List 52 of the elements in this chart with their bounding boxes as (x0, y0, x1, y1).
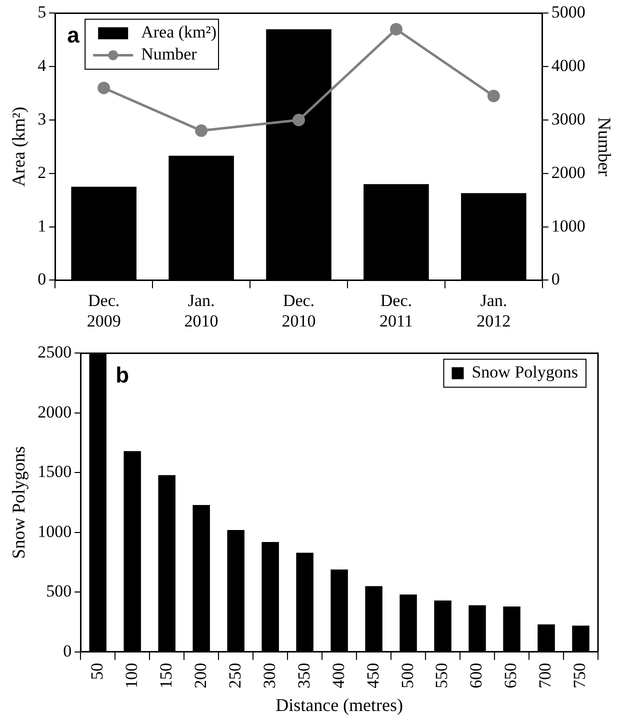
x-tick-label: Dec. 2009 (86, 290, 121, 330)
x-tick-label: 200 (190, 662, 210, 688)
annotation: a (67, 22, 80, 48)
x-tick-label: 250 (225, 662, 244, 688)
point (292, 114, 305, 126)
y-tick-label: 500 (46, 582, 72, 601)
point (195, 124, 208, 137)
x-tick-label: 150 (156, 662, 176, 688)
y2-tick-label: 5000 (551, 2, 586, 22)
y2-tick-label: 2000 (551, 162, 586, 182)
y-axis-title: Snow Polygons (8, 446, 29, 559)
point (98, 82, 110, 94)
y2-tick-label: 4000 (551, 56, 586, 76)
y2-tick-label: 3000 (551, 109, 586, 128)
x-axis-title: Distance (metres) (276, 694, 404, 715)
y2-axis-title: Number (594, 117, 614, 176)
x-tick-label: 750 (570, 662, 590, 688)
x-tick-label: 550 (432, 662, 452, 688)
legend-label: Snow Polygons (472, 362, 578, 382)
x-tick-label: 400 (328, 662, 348, 688)
x-tick-label: Dec. 2010 (282, 290, 316, 330)
x-tick-label: Dec. 2011 (380, 290, 413, 330)
y-tick-label: 1500 (38, 462, 72, 482)
x-tick-label: Jan. 2012 (476, 290, 511, 330)
y2-tick-label: 0 (551, 270, 560, 289)
x-tick-label: 100 (122, 662, 141, 688)
y-axis-title: Area (km²) (8, 106, 29, 187)
x-tick-label: 700 (536, 662, 555, 688)
x-tick-label: 50 (87, 662, 106, 680)
x-tick-label: 500 (398, 662, 417, 688)
x-tick-label: Jan. 2010 (184, 290, 218, 330)
y-tick-label: 1000 (38, 522, 72, 541)
y-tick-label: 2 (38, 162, 46, 182)
x-tick-label: 350 (294, 662, 314, 688)
y-tick-label: 0 (38, 270, 46, 289)
y-tick-label: 1 (38, 216, 46, 236)
annotation: b (116, 362, 130, 388)
y-tick-label: 4 (38, 56, 47, 76)
y-tick-label: 2000 (38, 402, 72, 422)
y-tick-label: 3 (38, 109, 46, 128)
y-tick-label: 2500 (38, 342, 72, 362)
x-tick-label: 450 (363, 662, 382, 688)
x-tick-label: 300 (260, 662, 279, 688)
legend-label: Area (km²) (141, 22, 217, 42)
x-tick-label: 650 (501, 662, 520, 688)
x-tick-label: 600 (466, 662, 486, 688)
y2-tick-label: 1000 (551, 216, 586, 236)
legend-label: Number (141, 44, 198, 64)
point (487, 90, 500, 102)
y-tick-label: 5 (38, 2, 46, 22)
y-tick-label: 0 (63, 641, 72, 660)
point (390, 22, 402, 36)
